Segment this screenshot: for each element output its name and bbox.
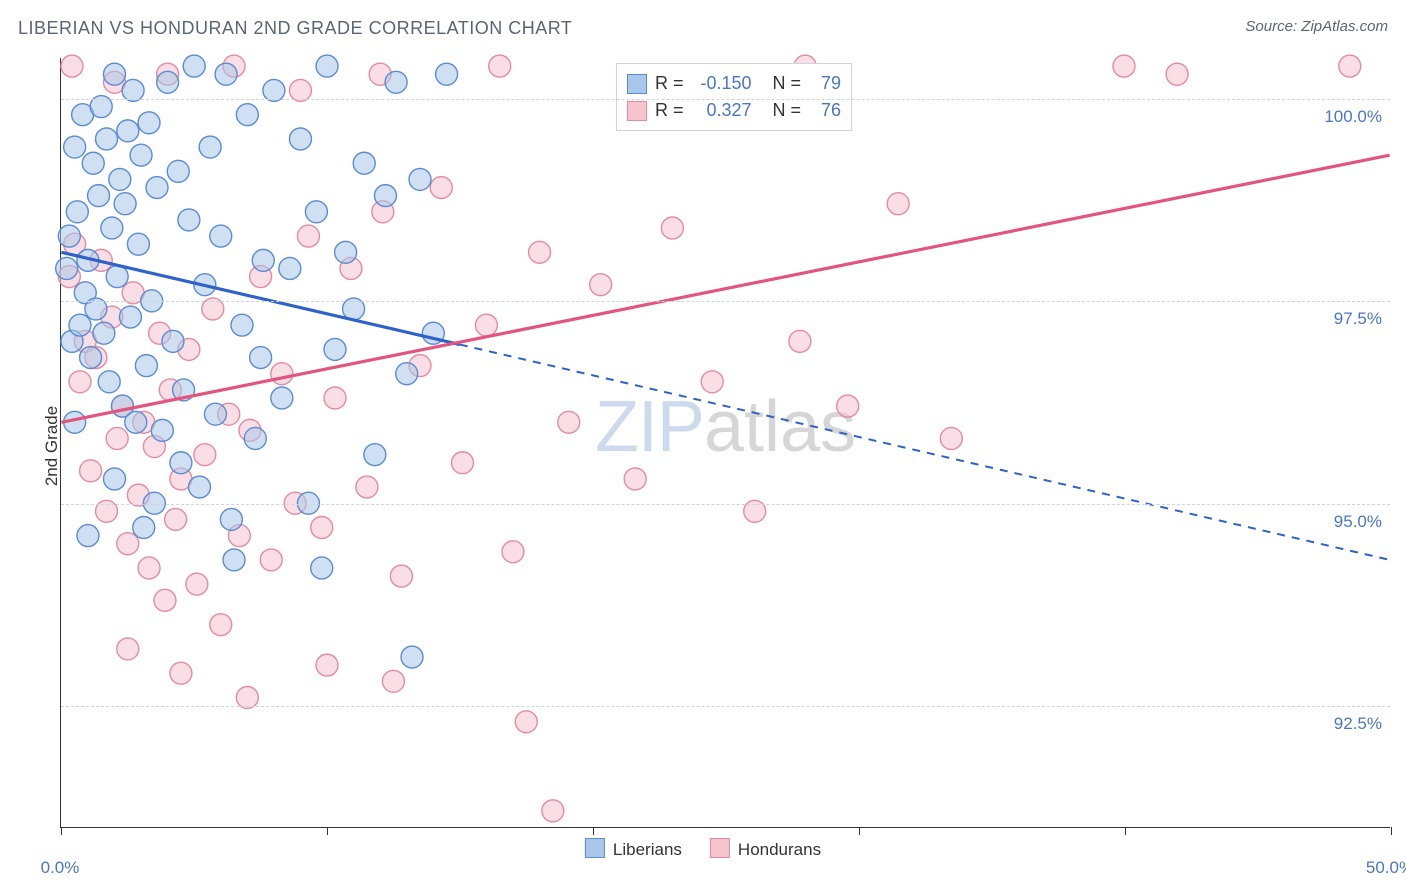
x-tick-label: 0.0%: [41, 858, 80, 878]
y-tick-label: 97.5%: [1334, 309, 1382, 329]
stats-r-label: R =: [655, 70, 684, 97]
y-tick-label: 100.0%: [1324, 107, 1382, 127]
regression-line-dashed: [460, 345, 1390, 560]
x-tick: [859, 827, 860, 835]
source-attribution: Source: ZipAtlas.com: [1245, 18, 1388, 35]
stats-n-value-hondurans: 76: [809, 97, 841, 124]
gridline-h: [61, 706, 1390, 707]
stats-n-value-liberians: 79: [809, 70, 841, 97]
stats-r-value-liberians: -0.150: [692, 70, 752, 97]
legend-item-liberians: Liberians: [585, 838, 682, 860]
legend-item-hondurans: Hondurans: [710, 838, 821, 860]
x-tick: [327, 827, 328, 835]
regression-line-solid: [61, 252, 459, 344]
gridline-h: [61, 504, 1390, 505]
stats-n-label: N =: [773, 97, 802, 124]
x-tick: [61, 827, 62, 835]
legend-bottom: Liberians Hondurans: [585, 838, 821, 860]
source-prefix: Source:: [1245, 18, 1301, 35]
y-tick-label: 92.5%: [1334, 714, 1382, 734]
legend-label-liberians: Liberians: [613, 840, 682, 859]
y-tick-label: 95.0%: [1334, 512, 1382, 532]
swatch-hondurans-icon: [710, 838, 730, 858]
legend-label-hondurans: Hondurans: [738, 840, 821, 859]
swatch-liberians-icon: [627, 74, 647, 94]
stats-n-label: N =: [773, 70, 802, 97]
chart-title: LIBERIAN VS HONDURAN 2ND GRADE CORRELATI…: [18, 18, 572, 39]
swatch-hondurans-icon: [627, 101, 647, 121]
stats-row-hondurans: R = 0.327 N = 76: [627, 97, 841, 124]
x-tick-label: 50.0%: [1366, 858, 1406, 878]
stats-legend-box: R = -0.150 N = 79 R = 0.327 N = 76: [616, 63, 852, 131]
plot-area: ZIPatlas R = -0.150 N = 79 R = 0.327 N =…: [60, 58, 1390, 828]
x-tick: [1391, 827, 1392, 835]
stats-row-liberians: R = -0.150 N = 79: [627, 70, 841, 97]
regression-lines-layer: [61, 58, 1390, 827]
x-tick: [593, 827, 594, 835]
swatch-liberians-icon: [585, 838, 605, 858]
stats-r-label: R =: [655, 97, 684, 124]
stats-r-value-hondurans: 0.327: [692, 97, 752, 124]
gridline-h: [61, 301, 1390, 302]
gridline-h: [61, 99, 1390, 100]
x-tick: [1125, 827, 1126, 835]
regression-line-solid: [61, 155, 1389, 422]
source-name: ZipAtlas.com: [1301, 18, 1388, 35]
